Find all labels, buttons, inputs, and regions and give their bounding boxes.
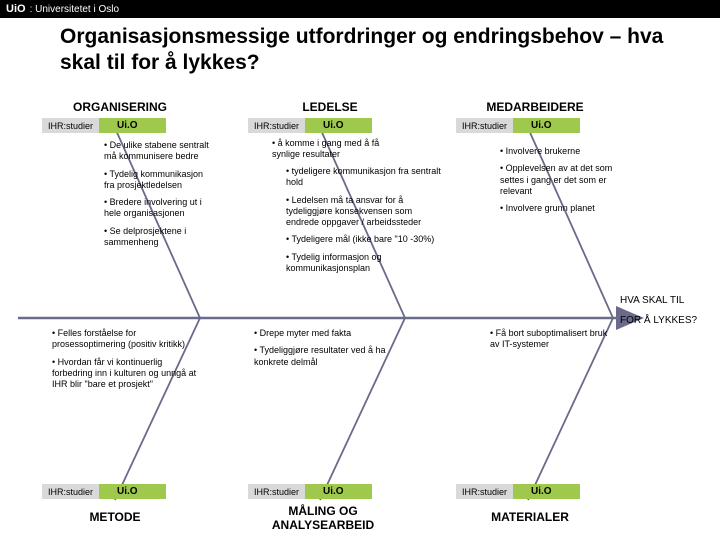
- logo-bar: UiO : Universitetet i Oslo: [0, 0, 720, 18]
- bullet-item: Opplevelsen av at det som settes i gang …: [500, 163, 620, 197]
- cat-materialer: MATERIALER: [470, 510, 590, 524]
- ihr-tag-4: IHR:studier Ui.O: [42, 484, 166, 499]
- logo-short: UiO: [6, 3, 26, 15]
- bullet-item: Hvordan får vi kontinuerlig forbedring i…: [52, 357, 202, 391]
- bullets-led3: Drepe myter med fakta Tydeliggjøre result…: [254, 328, 404, 374]
- ihr-left: IHR:studier: [248, 484, 305, 499]
- bullet-item: Involvere grunn planet: [500, 203, 620, 214]
- ihr-right: Ui.O: [305, 484, 372, 499]
- logo-full: Universitetet i Oslo: [35, 4, 119, 15]
- ihr-tag-2: IHR:studier Ui.O: [248, 118, 372, 133]
- bullet-item: Bredere involvering ut i hele organisasj…: [104, 197, 216, 220]
- ihr-tag-6: IHR:studier Ui.O: [456, 484, 580, 499]
- ihr-left: IHR:studier: [248, 118, 305, 133]
- ihr-left: IHR:studier: [42, 484, 99, 499]
- bullets-org1: De ulike stabene sentralt må kommunisere…: [104, 140, 216, 254]
- goal-line1: HVA SKAL TIL: [620, 294, 716, 308]
- bullet-item: Se delprosjektene i sammenheng: [104, 226, 216, 249]
- ihr-right: Ui.O: [99, 484, 166, 499]
- bullets-led1: å komme i gang med å få synlige resultat…: [272, 138, 392, 167]
- bullet-item: Tydeligere mål (ikke bare "10 -30%): [286, 234, 446, 245]
- ihr-right: Ui.O: [305, 118, 372, 133]
- ihr-tag-1: IHR:studier Ui.O: [42, 118, 166, 133]
- bullet-item: Tydelig kommunikasjon fra prosjektledels…: [104, 169, 216, 192]
- cat-metode: METODE: [60, 510, 170, 524]
- cat-maling: MÅLING OG ANALYSEARBEID: [248, 504, 398, 532]
- bullet-item: Drepe myter med fakta: [254, 328, 404, 339]
- logo-sep: :: [30, 4, 33, 15]
- bullet-item: Ledelsen må ta ansvar for å tydeliggjøre…: [286, 195, 446, 229]
- ihr-tag-5: IHR:studier Ui.O: [248, 484, 372, 499]
- cat-medarbeidere: MEDARBEIDERE: [470, 100, 600, 114]
- goal-box: HVA SKAL TIL FOR Å LYKKES?: [620, 294, 716, 328]
- bullet-item: Felles forståelse for prosessoptimering …: [52, 328, 202, 351]
- cat-maling-text: MÅLING OG ANALYSEARBEID: [248, 504, 398, 532]
- bullets-mat: Få bort suboptimalisert bruk av IT-syste…: [490, 328, 608, 357]
- bullet-item: Få bort suboptimalisert bruk av IT-syste…: [490, 328, 608, 351]
- bullets-med: Involvere brukerne Opplevelsen av at det …: [500, 146, 620, 220]
- ihr-left: IHR:studier: [456, 118, 513, 133]
- bullet-item: Tydelig informasjon og kommunikasjonspla…: [286, 252, 446, 275]
- bullet-item: tydeligere kommunikasjon fra sentralt ho…: [286, 166, 446, 189]
- bullets-led2: tydeligere kommunikasjon fra sentralt ho…: [286, 166, 446, 280]
- ihr-tag-3: IHR:studier Ui.O: [456, 118, 580, 133]
- ihr-right: Ui.O: [99, 118, 166, 133]
- bullet-item: å komme i gang med å få synlige resultat…: [272, 138, 392, 161]
- ihr-left: IHR:studier: [456, 484, 513, 499]
- ihr-left: IHR:studier: [42, 118, 99, 133]
- ihr-right: Ui.O: [513, 484, 580, 499]
- bullet-item: De ulike stabene sentralt må kommunisere…: [104, 140, 216, 163]
- cat-organisering: ORGANISERING: [60, 100, 180, 114]
- page-title: Organisasjonsmessige utfordringer og end…: [0, 18, 720, 85]
- goal-line2: FOR Å LYKKES?: [620, 314, 716, 328]
- ihr-right: Ui.O: [513, 118, 580, 133]
- cat-ledelse: LEDELSE: [270, 100, 390, 114]
- bullet-item: Involvere brukerne: [500, 146, 620, 157]
- bullet-item: Tydeliggjøre resultater ved å ha konkret…: [254, 345, 404, 368]
- fishbone-diagram: ORGANISERING LEDELSE MEDARBEIDERE METODE…: [0, 98, 720, 540]
- bullets-org2: Felles forståelse for prosessoptimering …: [52, 328, 202, 396]
